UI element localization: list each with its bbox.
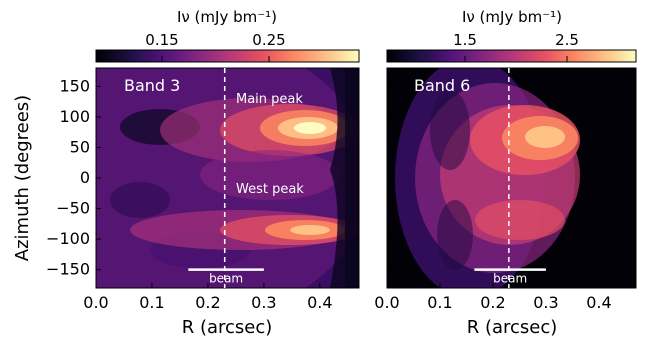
colorbar-band3: Iν (mJy bm⁻¹) 0.15 0.25 — [95, 8, 360, 63]
x-tick-label: 0.2 — [195, 293, 220, 312]
annotation-main-peak: Main peak — [236, 92, 303, 107]
annotation-west-peak: West peak — [236, 182, 304, 197]
x-axis-title: R (arcsec) — [182, 317, 273, 338]
x-axis-band3: 0.0 0.1 0.2 0.3 0.4 — [83, 283, 333, 312]
x-tick-label: 0.1 — [139, 293, 164, 312]
colorbar-tick-label: 2.5 — [555, 31, 579, 49]
y-tick-label: −50 — [56, 199, 90, 218]
x-axis-title: R (arcsec) — [467, 317, 558, 338]
y-axis-ticks-band6 — [387, 85, 392, 271]
y-tick-label: 50 — [70, 137, 90, 156]
y-tick-label: −150 — [46, 260, 90, 279]
x-tick-label: 0.0 — [374, 293, 399, 312]
x-tick-label: 0.0 — [83, 293, 108, 312]
x-tick-label: 0.3 — [251, 293, 276, 312]
beam-label: beam — [493, 272, 527, 286]
x-axis-band6: 0.0 0.1 0.2 0.3 0.4 — [374, 283, 612, 312]
x-tick-label: 0.2 — [480, 293, 505, 312]
colorbar-gradient — [386, 49, 637, 63]
colorbar-gradient — [95, 49, 360, 63]
heatmap-band3 — [96, 68, 359, 288]
colorbar-label-band3: Iν (mJy bm⁻¹) — [177, 8, 277, 26]
x-tick-label: 0.3 — [533, 293, 558, 312]
x-tick-label: 0.4 — [586, 293, 611, 312]
y-tick-label: −100 — [46, 229, 90, 248]
panel-band6: Iν (mJy bm⁻¹) 1.5 2.5 beam Band 6 0.0 0.1 — [374, 8, 637, 338]
y-tick-label: 0 — [80, 168, 90, 187]
panel-band3: Iν (mJy bm⁻¹) 0.15 0.25 — [12, 8, 360, 338]
y-tick-label: 150 — [59, 76, 90, 95]
heatmap-band6 — [387, 68, 636, 288]
beam-label: beam — [209, 272, 243, 286]
panel-label: Band 3 — [124, 76, 180, 95]
colorbar-tick-label: 0.25 — [252, 31, 285, 49]
panel-label: Band 6 — [414, 76, 470, 95]
colorbar-tick-label: 0.15 — [145, 31, 178, 49]
colorbar-label-band6: Iν (mJy bm⁻¹) — [462, 8, 562, 26]
y-tick-label: 100 — [59, 107, 90, 126]
y-axis: 150 100 50 0 −50 −100 −150 — [46, 76, 101, 279]
x-tick-label: 0.1 — [427, 293, 452, 312]
x-tick-label: 0.4 — [307, 293, 332, 312]
y-axis-title: Azimuth (degrees) — [12, 95, 33, 261]
colorbar-tick-label: 1.5 — [453, 31, 477, 49]
colorbar-band6: Iν (mJy bm⁻¹) 1.5 2.5 — [386, 8, 637, 63]
